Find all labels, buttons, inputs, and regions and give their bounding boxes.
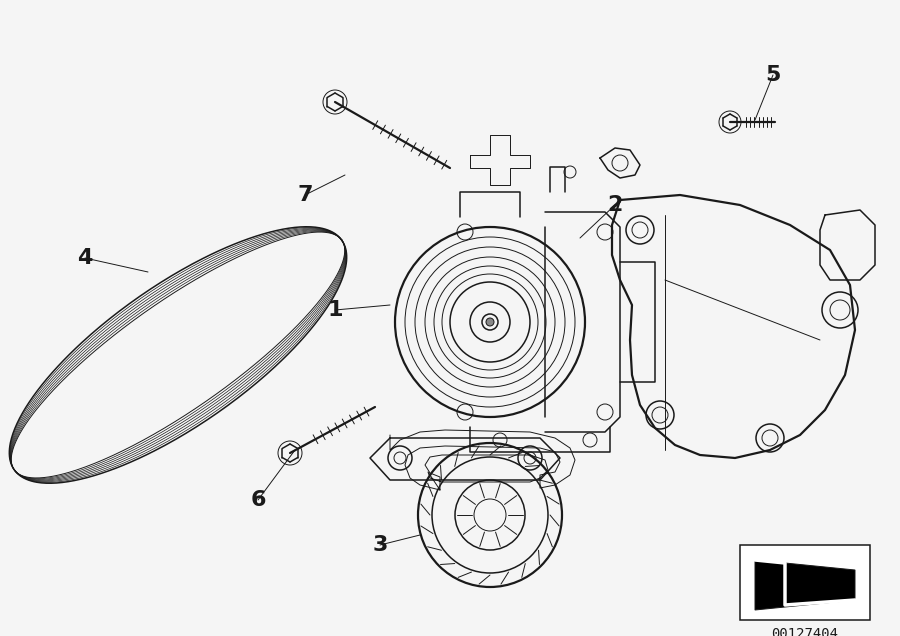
Polygon shape [755, 560, 855, 610]
Text: 2: 2 [608, 195, 623, 215]
Text: 1: 1 [328, 300, 343, 320]
Text: 3: 3 [373, 535, 388, 555]
Text: 7: 7 [297, 185, 313, 205]
Bar [740, 545, 870, 620]
Circle shape [486, 318, 494, 326]
Text: 5: 5 [765, 65, 780, 85]
Text: 4: 4 [77, 248, 93, 268]
Text: 6: 6 [250, 490, 266, 510]
Text: 00127404: 00127404 [771, 627, 839, 636]
